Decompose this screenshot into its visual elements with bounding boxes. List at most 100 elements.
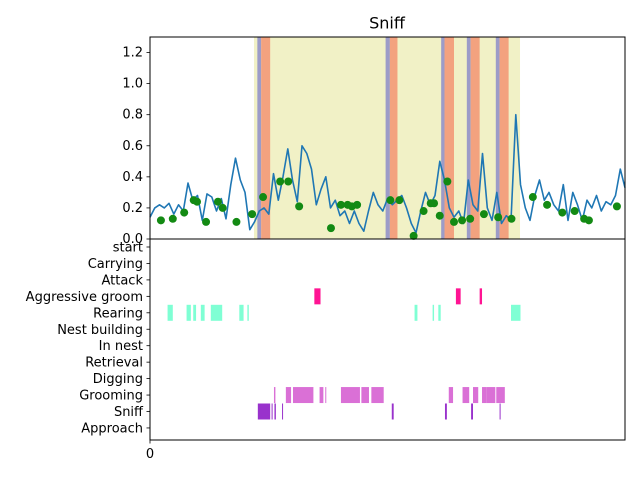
event-bar <box>273 387 276 404</box>
event-bar <box>473 387 479 404</box>
peak-point <box>584 216 593 225</box>
x-tick-label: 0 <box>146 447 154 462</box>
event-bar <box>448 387 454 404</box>
category-label: Nest building <box>57 323 143 338</box>
peak-point <box>180 208 189 217</box>
event-bar <box>499 403 501 420</box>
peak-point <box>232 217 241 226</box>
x-axis: 0 <box>146 440 154 462</box>
category-label: Approach <box>81 421 143 436</box>
event-bar <box>391 403 394 420</box>
shaded-region-8 <box>470 37 480 239</box>
peak-point <box>213 197 222 206</box>
peak-point <box>570 207 579 216</box>
event-bar <box>167 304 173 321</box>
peak-point <box>248 210 257 219</box>
peak-point <box>336 200 345 209</box>
event-bar <box>432 304 435 321</box>
peak-point <box>326 224 335 233</box>
shaded-region-2 <box>261 37 271 239</box>
y-tick-label: 0.8 <box>122 108 143 123</box>
event-bar <box>471 403 473 420</box>
shaded-region-10 <box>499 37 509 239</box>
y-tick-label: 0.4 <box>122 170 143 185</box>
shaded-region-7 <box>466 37 471 239</box>
event-bar <box>486 387 496 404</box>
peak-point <box>458 216 467 225</box>
peak-point <box>193 197 202 206</box>
event-bar <box>285 387 292 404</box>
event-bar <box>239 304 244 321</box>
event-bar <box>371 387 384 404</box>
peak-point <box>295 202 304 211</box>
shaded-region-3 <box>385 37 390 239</box>
shaded-region-4 <box>389 37 398 239</box>
event-bar <box>462 387 470 404</box>
category-label: start <box>113 241 143 256</box>
event-bar <box>479 288 483 305</box>
event-bar <box>444 403 447 420</box>
y-tick-label: 1.0 <box>122 77 143 92</box>
peak-point <box>443 177 452 186</box>
peak-point <box>507 214 516 223</box>
event-bar <box>282 403 284 420</box>
event-bar <box>319 387 324 404</box>
event-bar <box>361 387 369 404</box>
peak-point <box>466 214 475 223</box>
event-bar <box>257 403 271 420</box>
category-label: Digging <box>93 372 143 387</box>
category-label: In nest <box>99 339 143 354</box>
event-bar <box>325 387 327 404</box>
peak-point <box>419 207 428 216</box>
peak-point <box>276 177 285 186</box>
event-bar <box>414 304 418 321</box>
shaded-region-9 <box>495 37 500 239</box>
peak-point <box>450 217 458 226</box>
event-bar <box>274 403 276 420</box>
peak-point <box>395 196 404 205</box>
shaded-region-1 <box>257 37 262 239</box>
peak-point <box>430 199 439 208</box>
chart-title: Sniff <box>369 14 406 33</box>
category-label: Aggressive groom <box>26 290 143 305</box>
peak-points <box>156 177 621 240</box>
event-bar <box>292 387 314 404</box>
peak-point <box>168 214 177 223</box>
peak-point <box>435 211 444 220</box>
peak-point <box>409 231 418 240</box>
peak-point <box>479 210 488 219</box>
event-bars <box>167 288 521 420</box>
category-label: Grooming <box>79 389 143 404</box>
category-label: Rearing <box>93 306 143 321</box>
event-bar <box>438 304 441 321</box>
y-tick-label: 0.0 <box>122 232 143 247</box>
peak-point <box>386 196 395 205</box>
event-bar <box>511 304 521 321</box>
category-label: Carrying <box>88 257 143 272</box>
event-bar <box>496 387 505 404</box>
y-tick-label: 0.6 <box>122 139 143 154</box>
bottom-plot-frame <box>149 238 626 441</box>
event-bar <box>482 387 487 404</box>
peak-point <box>156 216 165 225</box>
event-bar <box>210 304 223 321</box>
peak-point <box>543 200 552 209</box>
event-bar <box>186 304 191 321</box>
peak-point <box>558 208 567 217</box>
peak-point <box>494 213 503 222</box>
peak-point <box>218 203 227 212</box>
category-label: Retrieval <box>85 356 143 371</box>
peak-point <box>202 217 211 226</box>
category-label: Sniff <box>114 405 144 420</box>
y-tick-label: 1.2 <box>122 46 143 61</box>
event-bar <box>271 403 273 420</box>
event-bar <box>340 387 360 404</box>
y-tick-label: 0.2 <box>122 201 143 216</box>
event-bar <box>455 288 461 305</box>
peak-point <box>353 200 362 209</box>
shaded-region-5 <box>441 37 445 239</box>
y-axis: 0.0 0.2 0.4 0.6 0.8 1.0 1.2 <box>122 46 150 247</box>
shaded-region-6 <box>444 37 454 239</box>
event-bar <box>247 304 249 321</box>
